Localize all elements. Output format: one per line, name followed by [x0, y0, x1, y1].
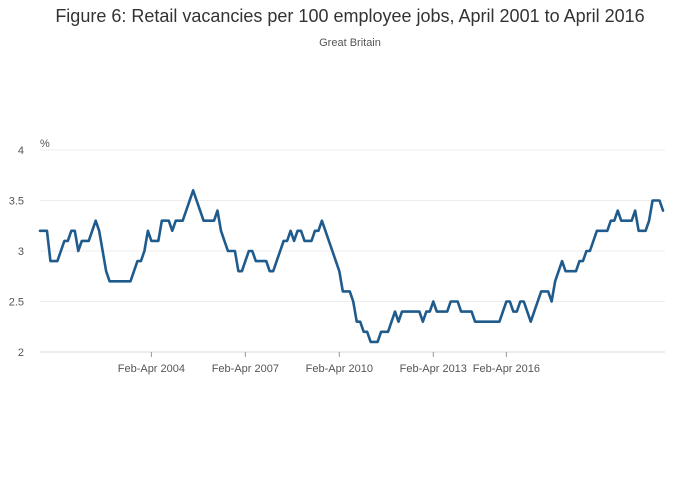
y-axis-unit-label: %	[40, 138, 50, 150]
y-tick-label: 2.5	[9, 297, 24, 309]
chart-title: Figure 6: Retail vacancies per 100 emplo…	[55, 6, 645, 26]
series-group	[38, 189, 665, 344]
x-tick-labels: Feb-Apr 2004 Feb-Apr 2007 Feb-Apr 2010 Feb-…	[118, 352, 540, 375]
series-line-0	[38, 189, 665, 344]
y-tick-label: 4	[18, 145, 24, 157]
x-tick-label: Feb-Apr 2007	[212, 363, 279, 375]
x-tick-label: Feb-Apr 2004	[118, 363, 185, 375]
x-tick-label: Feb-Apr 2016	[473, 363, 540, 375]
gridlines	[40, 149, 665, 353]
y-tick-label: 3.5	[9, 196, 24, 208]
x-tick-label: Feb-Apr 2010	[306, 363, 373, 375]
chart-subtitle: Great Britain	[319, 37, 381, 49]
y-tick-label: 3	[18, 246, 24, 258]
y-tick-labels: 2 2.5 3 3.5 4	[9, 145, 24, 359]
y-tick-label: 2	[18, 347, 24, 359]
x-tick-label: Feb-Apr 2013	[400, 363, 467, 375]
